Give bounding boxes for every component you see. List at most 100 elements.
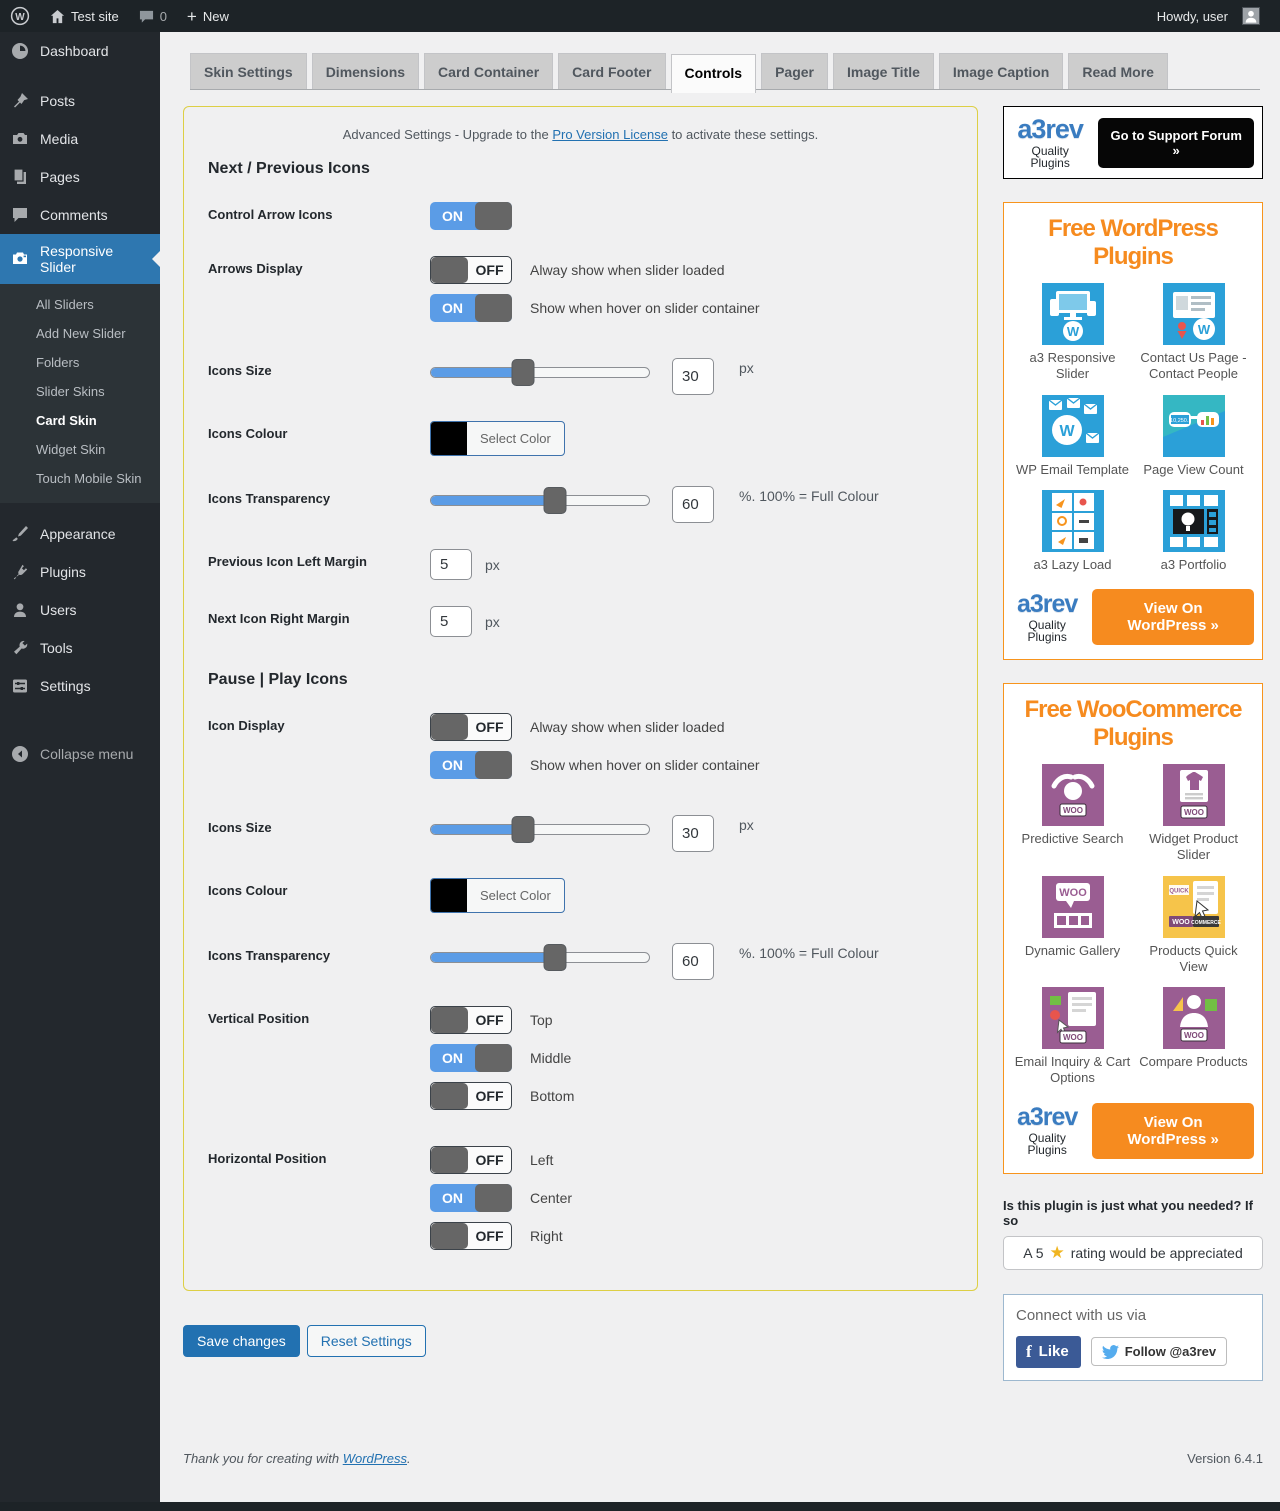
arrows-display-hover-toggle[interactable]: ON xyxy=(430,294,512,322)
icons-size-input[interactable] xyxy=(672,358,714,395)
tab-image-title[interactable]: Image Title xyxy=(833,53,934,90)
plugin-compare-products[interactable]: WOO Compare Products xyxy=(1133,987,1254,1087)
sidebar-item-media[interactable]: Media xyxy=(0,120,160,158)
submenu-folders[interactable]: Folders xyxy=(36,355,80,370)
plugin-a3-lazy-load[interactable]: a3 Lazy Load xyxy=(1012,489,1133,573)
svg-text:W: W xyxy=(1059,423,1075,440)
arrows-display-always-toggle[interactable]: OFF xyxy=(430,256,512,284)
slider-knob[interactable] xyxy=(543,487,567,514)
sidebar-item-dashboard[interactable]: Dashboard xyxy=(0,32,160,70)
slider-knob[interactable] xyxy=(511,816,535,843)
plugin-contact-us-page[interactable]: W Contact Us Page - Contact People xyxy=(1133,283,1254,383)
pause-icons-transparency-slider[interactable] xyxy=(430,944,650,971)
tab-skin-settings[interactable]: Skin Settings xyxy=(190,53,307,90)
sidebar-item-users[interactable]: Users xyxy=(0,591,160,629)
tab-dimensions[interactable]: Dimensions xyxy=(311,53,420,90)
tab-controls[interactable]: Controls xyxy=(670,54,757,93)
save-changes-button[interactable]: Save changes xyxy=(183,1325,300,1357)
connect-title: Connect with us via xyxy=(1016,1306,1147,1324)
sidebar-item-posts[interactable]: Posts xyxy=(0,82,160,120)
account-menu[interactable]: Howdy, user xyxy=(1147,0,1270,32)
pro-version-license-link[interactable]: Pro Version License xyxy=(552,127,668,142)
control-arrow-icons-toggle[interactable]: ON xyxy=(430,202,512,230)
sidebar-item-settings[interactable]: Settings xyxy=(0,667,160,705)
submenu-all-sliders[interactable]: All Sliders xyxy=(36,297,94,312)
sidebar-item-comments[interactable]: Comments xyxy=(0,196,160,234)
plugin-email-inquiry-cart-options[interactable]: WOO Email Inquiry & Cart Options xyxy=(1012,987,1133,1087)
plugin-predictive-search[interactable]: WOO Predictive Search xyxy=(1012,764,1133,864)
pause-icons-colour-picker[interactable]: Select Color xyxy=(430,878,565,913)
wordpress-menu-button[interactable]: W xyxy=(0,0,40,32)
row-icons-colour: Icons Colour Select Color xyxy=(208,421,953,460)
sidebar-item-responsive-slider[interactable]: Responsive Slider xyxy=(0,234,160,284)
icons-colour-picker[interactable]: Select Color xyxy=(430,421,565,456)
brush-icon xyxy=(10,524,30,544)
comment-bubble-icon xyxy=(139,10,153,23)
plugin-a3-portfolio[interactable]: a3 Portfolio xyxy=(1133,489,1254,573)
submenu-widget-skin[interactable]: Widget Skin xyxy=(36,442,106,457)
submenu-card-skin[interactable]: Card Skin xyxy=(36,413,97,428)
new-content-button[interactable]: + New xyxy=(177,0,239,32)
plugin-products-quick-view[interactable]: QUICK WOO COMMERCE Products Quick View xyxy=(1133,875,1254,976)
icon-display-always-toggle[interactable]: OFF xyxy=(430,713,512,741)
submenu-add-new-slider[interactable]: Add New Slider xyxy=(36,326,126,341)
sidebar-item-tools[interactable]: Tools xyxy=(0,629,160,667)
pause-icons-size-input[interactable] xyxy=(672,815,714,852)
vertical-position-middle-toggle[interactable]: ON xyxy=(430,1044,512,1072)
pause-icons-transparency-input[interactable] xyxy=(672,943,714,980)
svg-text:W: W xyxy=(15,12,25,23)
site-link[interactable]: Test site xyxy=(40,0,129,32)
sidebar-item-label: Pages xyxy=(40,169,80,185)
tab-read-more[interactable]: Read More xyxy=(1068,53,1168,90)
row-control-arrow-icons: Control Arrow Icons ON xyxy=(208,202,953,230)
plugin-dynamic-gallery[interactable]: WOO Dynamic Gallery xyxy=(1012,875,1133,976)
view-on-wordpress-button[interactable]: View On WordPress » xyxy=(1092,1102,1254,1159)
vertical-position-bottom-toggle[interactable]: OFF xyxy=(430,1082,512,1110)
icons-transparency-slider[interactable] xyxy=(430,487,650,514)
horizontal-position-left-toggle[interactable]: OFF xyxy=(430,1146,512,1174)
twitter-follow-button[interactable]: Follow @a3rev xyxy=(1090,1337,1228,1366)
pause-icons-size-slider[interactable] xyxy=(430,816,650,843)
icons-transparency-input[interactable] xyxy=(672,486,714,523)
slider-knob[interactable] xyxy=(543,944,567,971)
svg-text:WOO: WOO xyxy=(1184,1031,1204,1040)
row-pause-icons-size: Icons Size px xyxy=(208,815,953,852)
wordpress-link[interactable]: WordPress xyxy=(342,1450,407,1466)
plugin-page-view-count[interactable]: 10,250.. Page View Count xyxy=(1133,394,1254,478)
sidebar-item-appearance[interactable]: Appearance xyxy=(0,515,160,553)
comments-shortcut[interactable]: 0 xyxy=(129,0,177,32)
submenu-touch-mobile-skin[interactable]: Touch Mobile Skin xyxy=(36,471,142,486)
previous-icon-left-margin-input[interactable] xyxy=(430,549,472,580)
tab-pager[interactable]: Pager xyxy=(761,53,828,90)
row-vertical-position: Vertical Position OFF Top ON M xyxy=(208,1006,953,1120)
go-to-support-forum-button[interactable]: Go to Support Forum » xyxy=(1098,117,1254,168)
tab-card-container[interactable]: Card Container xyxy=(424,53,554,90)
plugin-widget-product-slider[interactable]: WOO Widget Product Slider xyxy=(1133,764,1254,864)
next-icon-right-margin-input[interactable] xyxy=(430,606,472,637)
email-inquiry-cart-options-icon: WOO xyxy=(1041,987,1104,1049)
sidebar-item-plugins[interactable]: Plugins xyxy=(0,553,160,591)
collapse-menu-button[interactable]: Collapse menu xyxy=(0,735,160,773)
sidebar-item-label: Dashboard xyxy=(40,43,109,59)
submenu-slider-skins[interactable]: Slider Skins xyxy=(36,384,105,399)
rating-link[interactable]: A 5 ★ rating would be appreciated xyxy=(1003,1235,1263,1270)
sidebar-item-pages[interactable]: Pages xyxy=(0,158,160,196)
sidebar-item-label: Plugins xyxy=(40,564,86,580)
plugin-a3-responsive-slider[interactable]: W a3 Responsive Slider xyxy=(1012,283,1133,383)
icon-display-hover-toggle[interactable]: ON xyxy=(430,751,512,779)
plugin-wp-email-template[interactable]: W WP Email Template xyxy=(1012,394,1133,478)
facebook-like-button[interactable]: f Like xyxy=(1016,1335,1081,1368)
icons-size-slider[interactable] xyxy=(430,359,650,386)
tab-image-caption[interactable]: Image Caption xyxy=(938,53,1064,90)
color-swatch xyxy=(431,422,467,455)
horizontal-position-right-toggle[interactable]: OFF xyxy=(430,1222,512,1250)
free-wordpress-plugins-panel: Free WordPress Plugins W a3 Responsive S… xyxy=(1003,202,1263,660)
reset-settings-button[interactable]: Reset Settings xyxy=(306,1325,426,1357)
view-on-wordpress-button[interactable]: View On WordPress » xyxy=(1092,589,1254,645)
a3rev-logo: a3rev Quality Plugins xyxy=(1016,1103,1078,1157)
vertical-position-top-toggle[interactable]: OFF xyxy=(430,1006,512,1034)
tab-card-footer[interactable]: Card Footer xyxy=(558,53,666,90)
sidebar-item-label: Users xyxy=(40,602,77,618)
slider-knob[interactable] xyxy=(511,359,535,386)
horizontal-position-center-toggle[interactable]: ON xyxy=(430,1184,512,1212)
